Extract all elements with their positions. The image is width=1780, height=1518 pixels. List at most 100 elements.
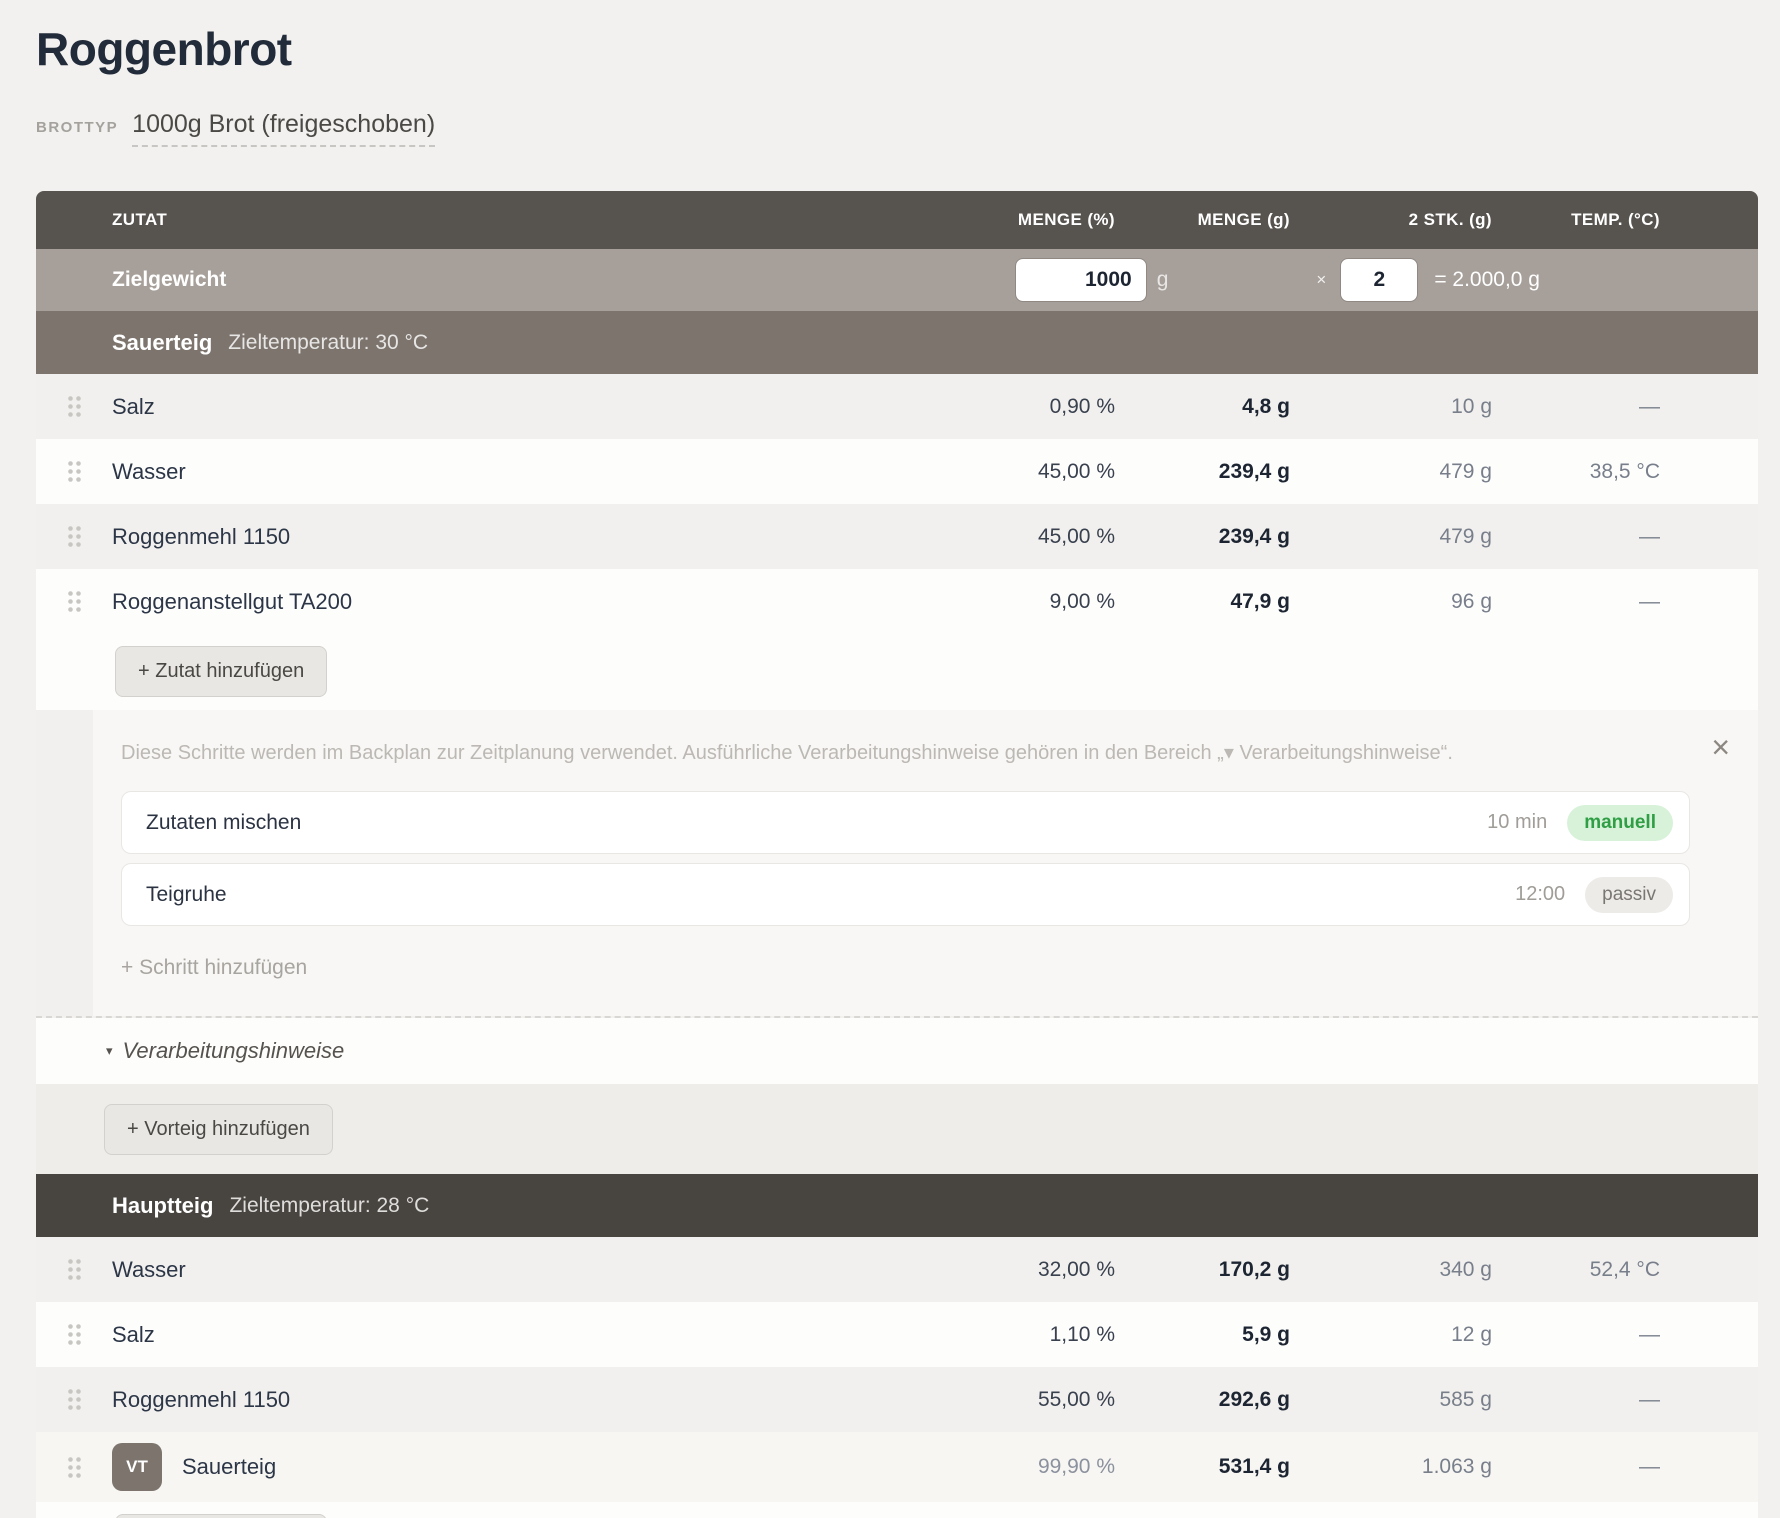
ingredient-pct[interactable]: 0,90 %: [1049, 394, 1115, 418]
drag-handle-icon[interactable]: [36, 1456, 112, 1479]
ingredient-grams: 5,9 g: [1242, 1322, 1290, 1346]
section-title: Sauerteig: [112, 329, 213, 355]
ingredient-stk: 96 g: [1451, 589, 1492, 613]
ingredient-temp: —: [1639, 524, 1660, 548]
target-weight-input[interactable]: [1014, 258, 1147, 302]
ingredient-pct[interactable]: 9,00 %: [1049, 589, 1115, 613]
steps-panel: × Diese Schritte werden im Backplan zur …: [93, 710, 1758, 1016]
col-header-menge-pct: MENGE (%): [1017, 210, 1115, 229]
drag-handle-icon[interactable]: [36, 525, 112, 548]
chevron-down-icon: ▾: [106, 1043, 113, 1058]
ingredient-temp: —: [1639, 394, 1660, 418]
close-icon[interactable]: ×: [1711, 729, 1730, 765]
piece-count-input[interactable]: [1340, 258, 1419, 302]
section-target-temp: Zieltemperatur: 28 °C: [229, 1193, 430, 1217]
ingredient-row-vorteig: VT Sauerteig 99,90 % 531,4 g 1.063 g —: [36, 1432, 1758, 1502]
drag-handle-icon[interactable]: [36, 1388, 112, 1411]
page-title: Roggenbrot: [36, 23, 292, 75]
ingredient-stk: 1.063 g: [1421, 1455, 1492, 1478]
drag-handle-icon[interactable]: [36, 1323, 112, 1346]
step-mode-badge[interactable]: manuell: [1567, 804, 1673, 841]
ingredient-stk: 12 g: [1451, 1322, 1492, 1346]
drag-handle-icon[interactable]: [36, 1258, 112, 1281]
ingredient-temp: —: [1639, 1387, 1660, 1411]
ingredient-name[interactable]: Roggenmehl 1150: [112, 523, 291, 549]
add-step-button[interactable]: + Schritt hinzufügen: [121, 956, 308, 979]
ingredient-stk: 10 g: [1451, 394, 1492, 418]
table-header-row: ZUTAT MENGE (%) MENGE (g) 2 STK. (g) TEM…: [36, 191, 1758, 249]
ingredient-row: Salz 0,90 % 4,8 g 10 g —: [36, 374, 1758, 439]
drag-handle-icon[interactable]: [36, 460, 112, 483]
col-header-temp: TEMP. (°C): [1571, 210, 1660, 229]
add-ingredient-row: + Zutat hinzufügen: [36, 634, 1758, 710]
step-mode-badge[interactable]: passiv: [1585, 876, 1673, 913]
add-ingredient-button[interactable]: + Zutat hinzufügen: [115, 646, 328, 697]
ingredient-pct: 99,90 %: [1037, 1455, 1115, 1478]
ingredient-stk: 479 g: [1439, 524, 1492, 548]
ingredient-name[interactable]: Roggenmehl 1150: [112, 1386, 291, 1412]
step-row[interactable]: Teigruhe 12:00 passiv: [121, 863, 1690, 926]
ingredient-temp: —: [1639, 1455, 1660, 1478]
ingredient-name[interactable]: Wasser: [112, 458, 186, 484]
ingredient-name[interactable]: Roggenanstellgut TA200: [112, 588, 353, 614]
section-target-temp: Zieltemperatur: 30 °C: [228, 330, 429, 354]
drag-handle-icon[interactable]: [36, 395, 112, 418]
ingredient-row: Roggenanstellgut TA200 9,00 % 47,9 g 96 …: [36, 569, 1758, 634]
brottyp-label: BROTTYP: [36, 119, 119, 136]
ingredient-row: Salz 1,10 % 5,9 g 12 g —: [36, 1302, 1758, 1367]
col-header-zutat: ZUTAT: [112, 210, 168, 229]
add-vorteig-row: + Vorteig hinzufügen: [36, 1084, 1758, 1174]
ingredient-stk: 585 g: [1439, 1387, 1492, 1411]
drag-handle-icon[interactable]: [36, 590, 112, 613]
ingredient-temp: —: [1639, 1322, 1660, 1346]
vorteig-badge: VT: [112, 1443, 162, 1491]
brottyp-value[interactable]: 1000g Brot (freigeschoben): [132, 110, 436, 147]
ingredient-row: Roggenmehl 1150 45,00 % 239,4 g 479 g —: [36, 504, 1758, 569]
brottyp-field: BROTTYP 1000g Brot (freigeschoben): [36, 110, 1758, 147]
ingredient-grams: 47,9 g: [1230, 589, 1290, 613]
ingredient-stk: 340 g: [1439, 1257, 1492, 1281]
step-duration[interactable]: 10 min: [1487, 811, 1548, 833]
add-ingredient-button[interactable]: + Zutat hinzufügen: [115, 1514, 328, 1518]
ingredient-temp: 52,4 °C: [1589, 1257, 1660, 1281]
section-title: Hauptteig: [112, 1192, 214, 1218]
ingredient-row: Roggenmehl 1150 55,00 % 292,6 g 585 g —: [36, 1367, 1758, 1432]
ingredient-pct[interactable]: 45,00 %: [1037, 459, 1115, 483]
verarbeitungshinweise-label: Verarbeitungshinweise: [122, 1038, 345, 1063]
ingredient-grams: 239,4 g: [1218, 524, 1290, 548]
ingredient-grams: 239,4 g: [1218, 459, 1290, 483]
col-header-stk: 2 STK. (g): [1408, 210, 1492, 229]
ingredient-name[interactable]: Salz: [112, 1321, 155, 1347]
ingredient-grams: 292,6 g: [1218, 1387, 1290, 1411]
ingredient-row: Wasser 32,00 % 170,2 g 340 g 52,4 °C: [36, 1237, 1758, 1302]
ingredient-pct[interactable]: 45,00 %: [1037, 524, 1115, 548]
ingredient-grams: 170,2 g: [1218, 1257, 1290, 1281]
section-header-hauptteig: Hauptteig Zieltemperatur: 28 °C: [36, 1174, 1758, 1237]
step-name[interactable]: Zutaten mischen: [146, 810, 302, 834]
ingredient-name[interactable]: Wasser: [112, 1256, 186, 1282]
verarbeitungshinweise-toggle[interactable]: ▾ Verarbeitungshinweise: [36, 1018, 1758, 1084]
steps-panel-wrap: × Diese Schritte werden im Backplan zur …: [36, 710, 1758, 1018]
step-row[interactable]: Zutaten mischen 10 min manuell: [121, 791, 1690, 854]
step-name[interactable]: Teigruhe: [146, 882, 227, 906]
step-duration[interactable]: 12:00: [1515, 883, 1566, 905]
ingredient-grams: 531,4 g: [1218, 1455, 1290, 1478]
ingredient-pct[interactable]: 32,00 %: [1037, 1257, 1115, 1281]
add-ingredient-row-partial: + Zutat hinzufügen: [36, 1502, 1758, 1518]
steps-hint-text: Diese Schritte werden im Backplan zur Ze…: [121, 742, 1453, 764]
col-header-menge-g: MENGE (g): [1197, 210, 1290, 229]
target-weight-unit: g: [1156, 268, 1169, 291]
zielgewicht-row: Zielgewicht g × = 2.000,0 g: [36, 249, 1758, 311]
section-header-sauerteig: Sauerteig Zieltemperatur: 30 °C: [36, 311, 1758, 374]
ingredient-pct[interactable]: 55,00 %: [1037, 1387, 1115, 1411]
ingredient-row: Wasser 45,00 % 239,4 g 479 g 38,5 °C: [36, 439, 1758, 504]
recipe-table: ZUTAT MENGE (%) MENGE (g) 2 STK. (g) TEM…: [36, 191, 1758, 1518]
ingredient-pct[interactable]: 1,10 %: [1049, 1322, 1115, 1346]
add-vorteig-button[interactable]: + Vorteig hinzufügen: [104, 1103, 333, 1155]
steps-panel-strip: [36, 710, 93, 1016]
zielgewicht-label: Zielgewicht: [112, 268, 227, 291]
ingredient-grams: 4,8 g: [1242, 394, 1290, 418]
ingredient-name[interactable]: Sauerteig: [182, 1454, 277, 1479]
ingredient-name[interactable]: Salz: [112, 393, 155, 419]
